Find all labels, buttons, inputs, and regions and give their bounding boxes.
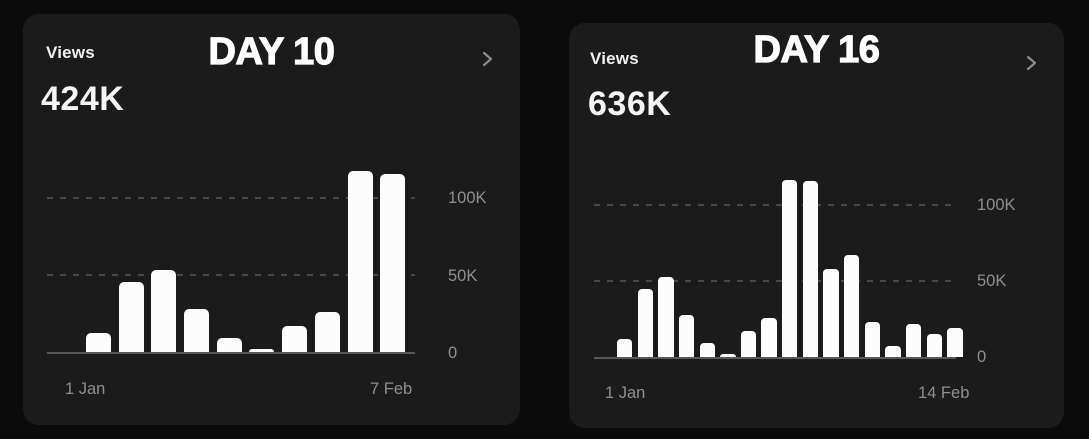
x-tick-start: 1 Jan (65, 380, 106, 398)
gridline-50k (47, 274, 415, 276)
bar[interactable] (947, 328, 963, 357)
x-tick-end: 14 Feb (918, 384, 970, 402)
bar[interactable] (249, 348, 275, 352)
metric-label: Views (46, 43, 95, 62)
bar[interactable] (151, 270, 177, 352)
gridline-100k (594, 204, 956, 206)
bars-group (86, 171, 406, 352)
bar-chart (594, 167, 963, 359)
bar[interactable] (678, 314, 695, 357)
bar[interactable] (699, 343, 715, 357)
bar[interactable] (282, 325, 308, 352)
views-card-day-10[interactable]: Views DAY 10 424K 100K 50K 0 1 Jan 7 Feb (23, 14, 520, 425)
y-tick-50k: 50K (977, 272, 1007, 290)
bar[interactable] (720, 353, 736, 357)
bar[interactable] (118, 282, 144, 352)
gridline-100k (47, 197, 415, 199)
bar[interactable] (314, 311, 340, 352)
y-tick-100k: 100K (448, 189, 487, 207)
bar[interactable] (184, 308, 210, 352)
x-tick-start: 1 Jan (605, 384, 646, 402)
bar[interactable] (926, 334, 942, 357)
bar[interactable] (380, 174, 406, 352)
bar[interactable] (864, 322, 880, 357)
bar[interactable] (802, 181, 819, 357)
x-axis-line (594, 357, 956, 359)
x-axis-line (47, 352, 415, 354)
bar[interactable] (347, 171, 373, 352)
y-tick-100k: 100K (977, 196, 1016, 214)
bar[interactable] (844, 255, 860, 357)
bar[interactable] (885, 346, 901, 357)
bar[interactable] (905, 323, 922, 357)
metric-value: 636K (588, 85, 672, 123)
day-overlay-title: DAY 10 (208, 31, 336, 73)
bar[interactable] (216, 338, 242, 352)
bar[interactable] (658, 276, 674, 357)
views-card-day-16[interactable]: Views DAY 16 636K 100K 50K 0 1 Jan 14 Fe… (569, 23, 1064, 428)
bar[interactable] (740, 331, 757, 357)
chevron-right-icon[interactable] (481, 50, 494, 68)
bar[interactable] (782, 179, 798, 357)
bar[interactable] (823, 269, 839, 357)
day-overlay-title: DAY 16 (753, 29, 881, 71)
y-tick-0: 0 (448, 344, 458, 362)
gridline-50k (594, 280, 956, 282)
y-tick-50k: 50K (448, 267, 478, 285)
chevron-right-icon[interactable] (1025, 54, 1038, 72)
bars-group (617, 179, 963, 357)
metric-label: Views (590, 49, 639, 68)
bar-chart (47, 157, 415, 354)
bar[interactable] (761, 317, 777, 357)
bar[interactable] (637, 288, 653, 357)
x-tick-end: 7 Feb (370, 380, 413, 398)
metric-value: 424K (41, 80, 125, 118)
y-tick-0: 0 (977, 348, 987, 366)
bar[interactable] (86, 333, 111, 352)
bar[interactable] (617, 338, 633, 357)
